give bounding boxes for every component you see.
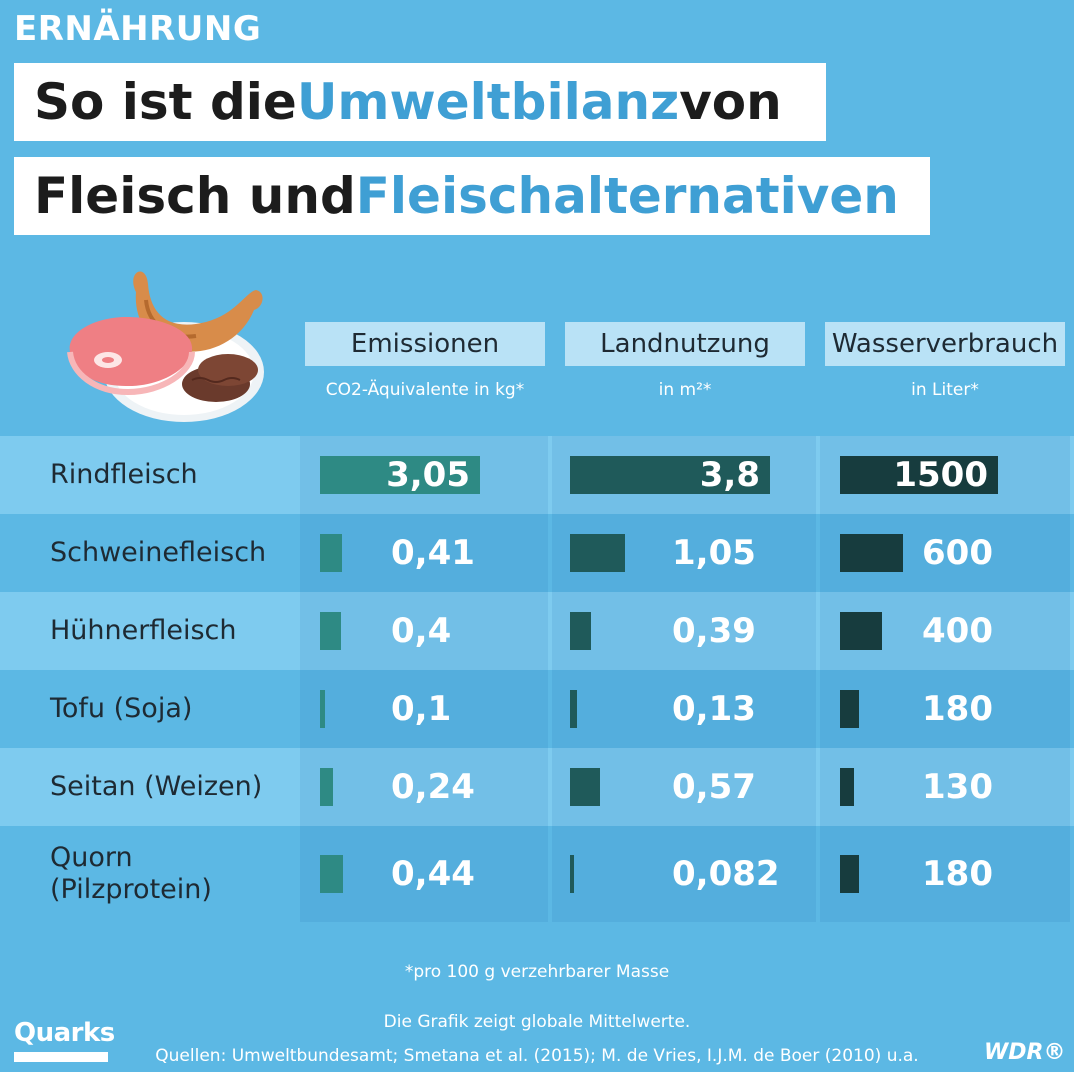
row-band xyxy=(0,826,1074,922)
bar-emissionen xyxy=(320,855,344,893)
column-unit-landnutzung: in m²* xyxy=(658,380,712,400)
row-band xyxy=(0,748,1074,826)
value-landnutzung: 0,13 xyxy=(672,689,756,729)
value-emissionen: 0,44 xyxy=(391,854,475,894)
footnote-per-mass: *pro 100 g verzehrbarer Masse xyxy=(404,962,670,982)
kicker: ERNÄHRUNG xyxy=(14,9,262,49)
value-wasserverbrauch: 400 xyxy=(922,611,993,651)
value-emissionen: 0,41 xyxy=(391,533,475,573)
bar-emissionen xyxy=(320,690,326,728)
title-line-1-highlight: Umweltbilanz xyxy=(296,73,680,131)
value-wasserverbrauch: 1500 xyxy=(893,455,988,495)
quarks-logo-underline xyxy=(14,1052,108,1062)
title-line-2-pre: Fleisch und xyxy=(34,167,356,225)
bar-wasserverbrauch xyxy=(840,855,859,893)
meat-plate-icon xyxy=(67,271,264,422)
bar-wasserverbrauch xyxy=(840,690,859,728)
value-landnutzung: 0,082 xyxy=(672,854,780,894)
value-emissionen: 0,24 xyxy=(391,767,475,807)
value-landnutzung: 3,8 xyxy=(699,455,760,495)
row-label: Tofu (Soja) xyxy=(50,693,193,724)
bar-wasserverbrauch xyxy=(840,768,854,806)
value-emissionen: 3,05 xyxy=(386,455,470,495)
footnote-global: Die Grafik zeigt globale Mittelwerte. xyxy=(383,1012,691,1032)
title-line-2: Fleisch und Fleischalternativen xyxy=(14,157,930,235)
bar-landnutzung xyxy=(570,855,575,893)
column-bg-emissionen xyxy=(300,436,548,922)
value-landnutzung: 0,57 xyxy=(672,767,756,807)
bar-wasserverbrauch xyxy=(840,534,904,572)
value-landnutzung: 0,39 xyxy=(672,611,756,651)
column-header-wasserverbrauch: Wasserverbrauch xyxy=(825,322,1065,366)
footnote-sources: Quellen: Umweltbundesamt; Smetana et al.… xyxy=(155,1046,919,1066)
row-label: Rindfleisch xyxy=(50,459,198,490)
quarks-logo: Quarks xyxy=(14,1018,115,1048)
title-line-1-post: von xyxy=(679,73,782,131)
row-band xyxy=(0,592,1074,670)
title-line-1-pre: So ist die xyxy=(34,73,297,131)
bar-landnutzung xyxy=(570,768,600,806)
bar-landnutzung xyxy=(570,534,626,572)
value-emissionen: 0,1 xyxy=(391,689,452,729)
bar-emissionen xyxy=(320,768,333,806)
column-header-emissionen: Emissionen xyxy=(305,322,545,366)
value-emissionen: 0,4 xyxy=(391,611,452,651)
column-bg-wasserverbrauch xyxy=(820,436,1070,922)
value-wasserverbrauch: 180 xyxy=(922,854,993,894)
value-wasserverbrauch: 600 xyxy=(922,533,993,573)
title-line-1: So ist die Umweltbilanz von xyxy=(14,63,826,141)
row-label: Schweinefleisch xyxy=(50,537,267,568)
wdr-logo: WDR® xyxy=(984,1040,1066,1065)
value-wasserverbrauch: 180 xyxy=(922,689,993,729)
bar-landnutzung xyxy=(570,612,591,650)
value-landnutzung: 1,05 xyxy=(672,533,756,573)
bar-emissionen xyxy=(320,534,342,572)
bar-landnutzung xyxy=(570,690,577,728)
bar-emissionen xyxy=(320,456,480,494)
title-line-2-highlight: Fleischalternativen xyxy=(355,167,899,225)
row-label: Seitan (Weizen) xyxy=(50,771,263,802)
bar-wasserverbrauch xyxy=(840,456,998,494)
bar-landnutzung xyxy=(570,456,770,494)
value-wasserverbrauch: 130 xyxy=(922,767,993,807)
bar-emissionen xyxy=(320,612,341,650)
row-label: Hühnerfleisch xyxy=(50,615,237,646)
bar-wasserverbrauch xyxy=(840,612,883,650)
column-header-landnutzung: Landnutzung xyxy=(565,322,805,366)
column-bg-landnutzung xyxy=(552,436,816,922)
column-unit-wasserverbrauch: in Liter* xyxy=(911,380,979,400)
row-band xyxy=(0,670,1074,748)
column-unit-emissionen: CO2-Äquivalente in kg* xyxy=(325,380,525,400)
row-label: Quorn (Pilzprotein) xyxy=(50,842,212,905)
